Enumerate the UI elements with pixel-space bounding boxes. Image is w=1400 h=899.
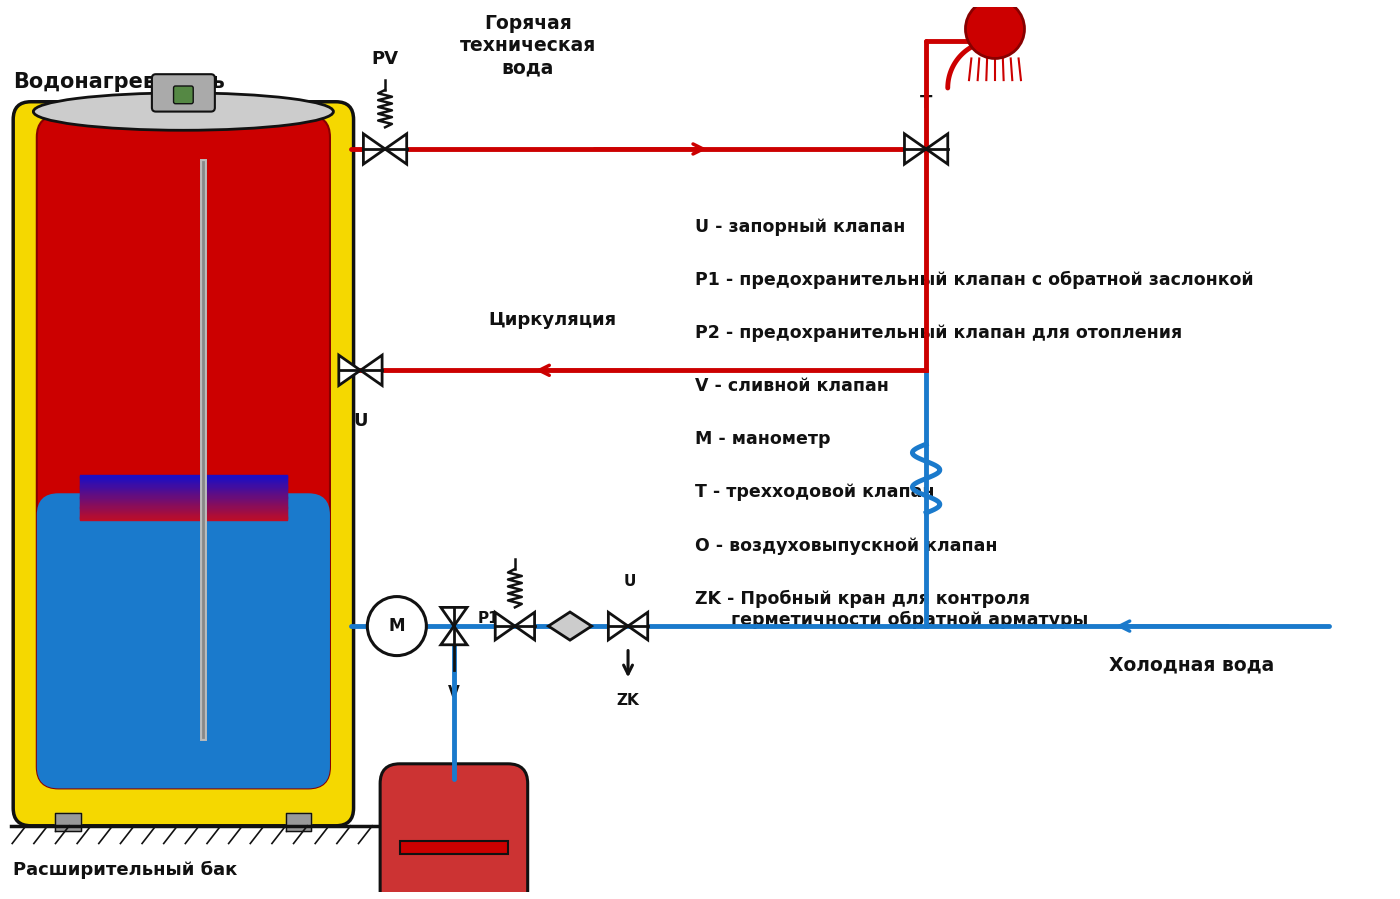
Text: V: V bbox=[448, 685, 459, 700]
Text: Водонагреватель: Водонагреватель bbox=[13, 72, 225, 92]
Ellipse shape bbox=[34, 93, 333, 130]
Polygon shape bbox=[441, 608, 468, 626]
FancyBboxPatch shape bbox=[381, 764, 528, 899]
Circle shape bbox=[367, 597, 427, 655]
Text: Горячая
техническая
вода: Горячая техническая вода bbox=[459, 14, 596, 77]
Text: Циркуляция: Циркуляция bbox=[489, 311, 616, 329]
Text: M: M bbox=[389, 617, 405, 635]
Text: V - сливной клапан: V - сливной клапан bbox=[694, 378, 889, 396]
FancyBboxPatch shape bbox=[153, 75, 214, 111]
FancyBboxPatch shape bbox=[13, 102, 354, 826]
Text: T - трехходовой клапан: T - трехходовой клапан bbox=[694, 484, 934, 502]
Text: P2 - предохранительный клапан для отопления: P2 - предохранительный клапан для отопле… bbox=[694, 324, 1182, 343]
Text: O - воздуховыпускной клапан: O - воздуховыпускной клапан bbox=[694, 537, 997, 555]
Text: U - запорный клапан: U - запорный клапан bbox=[694, 218, 906, 236]
Text: T: T bbox=[920, 93, 932, 111]
Polygon shape bbox=[496, 612, 515, 640]
Text: M - манометр: M - манометр bbox=[694, 431, 830, 449]
Circle shape bbox=[966, 0, 1025, 58]
Text: P1 - предохранительный клапан с обратной заслонкой: P1 - предохранительный клапан с обратной… bbox=[694, 271, 1253, 289]
Polygon shape bbox=[927, 134, 948, 165]
FancyBboxPatch shape bbox=[174, 86, 193, 103]
Text: U: U bbox=[353, 412, 368, 430]
Polygon shape bbox=[364, 134, 385, 165]
Text: P1: P1 bbox=[477, 610, 500, 626]
FancyBboxPatch shape bbox=[36, 115, 330, 788]
Polygon shape bbox=[360, 355, 382, 386]
Polygon shape bbox=[515, 612, 535, 640]
Polygon shape bbox=[339, 355, 360, 386]
Text: ZK: ZK bbox=[616, 693, 640, 708]
Text: Расширительный бак: Расширительный бак bbox=[13, 861, 238, 879]
Polygon shape bbox=[549, 612, 592, 640]
Polygon shape bbox=[904, 134, 927, 165]
Polygon shape bbox=[629, 612, 648, 640]
FancyBboxPatch shape bbox=[36, 494, 330, 788]
Text: U: U bbox=[624, 574, 636, 589]
Polygon shape bbox=[609, 612, 629, 640]
Bar bbox=[400, 841, 508, 854]
Polygon shape bbox=[385, 134, 406, 165]
Text: ZK - Пробный кран для контроля
      герметичности обратной арматуры: ZK - Пробный кран для контроля герметичн… bbox=[694, 590, 1088, 628]
Text: PV: PV bbox=[371, 50, 399, 68]
Polygon shape bbox=[441, 626, 468, 645]
Text: Холодная вода: Холодная вода bbox=[1109, 655, 1274, 674]
